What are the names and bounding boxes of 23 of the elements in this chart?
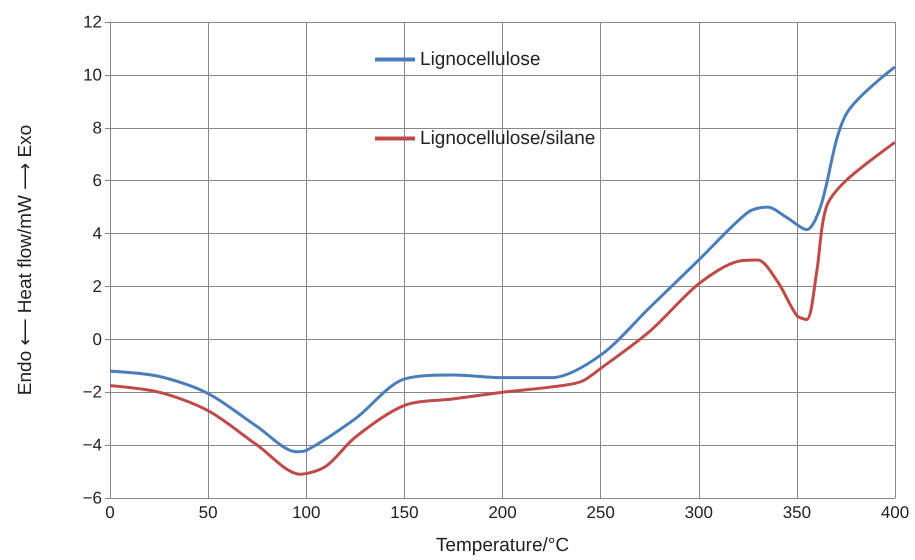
y-tick-label: −6 — [82, 488, 102, 508]
y-tick-label: 10 — [83, 65, 102, 84]
y-tick-label: 0 — [92, 330, 102, 349]
y-tick-label: 8 — [92, 118, 102, 138]
y-tick-label: 12 — [83, 12, 102, 32]
x-tick-label: 200 — [488, 503, 517, 522]
x-tick-label: 0 — [105, 503, 115, 522]
x-tick-label: 150 — [390, 503, 419, 522]
legend-label: Lignocellulose — [420, 49, 540, 70]
legend-label: Lignocellulose/silane — [420, 128, 596, 149]
x-axis-title: Temperature/°C — [436, 535, 570, 556]
x-tick-label: 100 — [292, 503, 320, 522]
y-tick-label: −4 — [82, 436, 102, 455]
y-tick-label: −2 — [82, 382, 102, 402]
y-tick-label: 2 — [92, 276, 102, 296]
y-tick-label: 4 — [92, 224, 102, 244]
x-tick-label: 300 — [684, 503, 713, 522]
x-tick-label: 50 — [198, 503, 218, 522]
x-tick-label: 350 — [782, 503, 812, 522]
y-axis-title: Endo ⟵ Heat flow/mW ⟶ Exo — [15, 124, 36, 396]
x-tick-label: 400 — [880, 503, 910, 522]
y-tick-label: 6 — [92, 171, 102, 190]
x-tick-label: 250 — [586, 503, 615, 522]
